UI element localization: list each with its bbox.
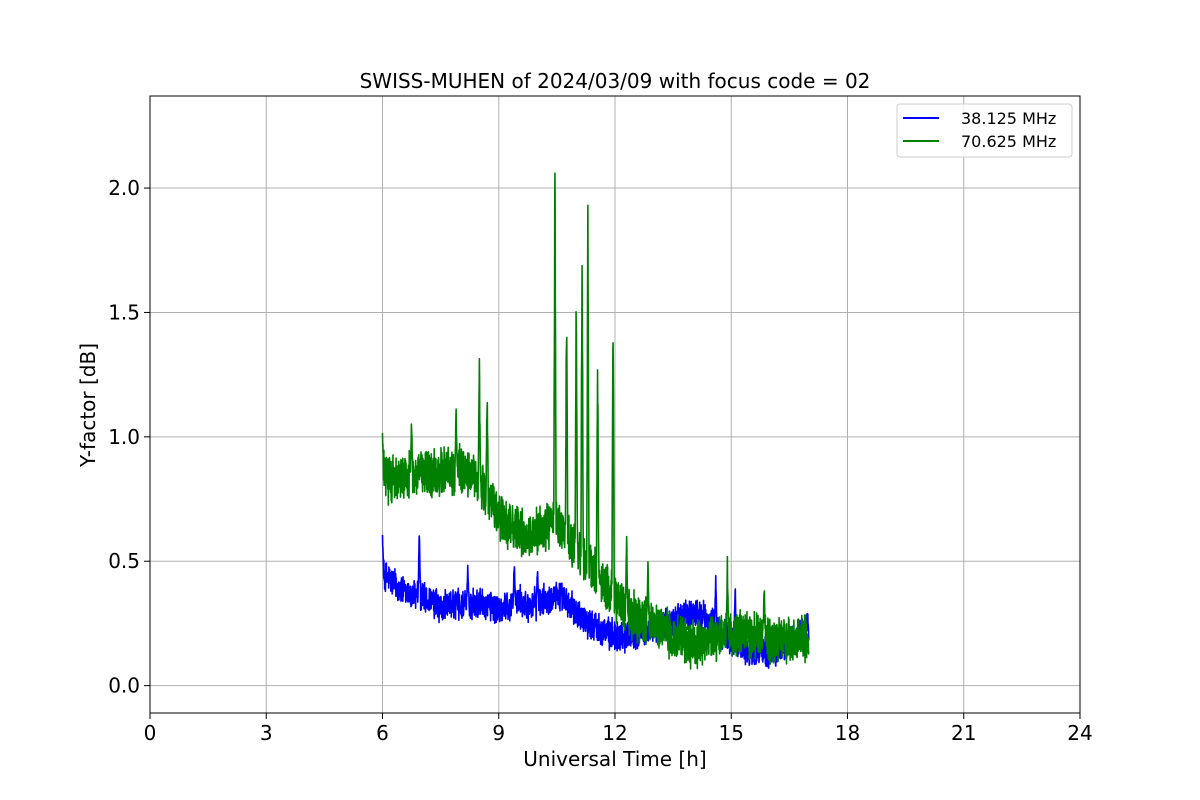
y-tick-label: 0.5: [108, 549, 140, 573]
x-tick-label: 0: [144, 721, 157, 745]
x-tick-label: 18: [835, 721, 860, 745]
x-tick-label: 6: [376, 721, 389, 745]
y-tick-label: 1.5: [108, 300, 140, 324]
legend-box: [896, 103, 1073, 158]
series-line-1: [381, 172, 810, 670]
legend-label-70-mhz: 70.625 MHz: [961, 132, 1056, 151]
plot-frame: [149, 95, 1081, 714]
x-tick-label: 24: [1067, 721, 1092, 745]
plot-area: [381, 172, 810, 670]
chart-title: SWISS-MUHEN of 2024/03/09 with focus cod…: [360, 69, 871, 93]
x-tick-label: 3: [260, 721, 273, 745]
x-axis-label: Universal Time [h]: [523, 747, 706, 771]
y-axis-ticks: 0.0 0.5 1.0 1.5 2.0: [108, 176, 150, 698]
legend-label-38-mhz: 38.125 MHz: [961, 109, 1056, 128]
x-tick-label: 9: [492, 721, 505, 745]
y-tick-label: 2.0: [108, 176, 140, 200]
x-tick-label: 12: [602, 721, 627, 745]
legend: 38.125 MHz 70.625 MHz: [896, 103, 1073, 158]
y-axis-label: Y-factor [dB]: [76, 343, 100, 468]
y-tick-label: 0.0: [108, 674, 140, 698]
x-tick-label: 15: [719, 721, 744, 745]
x-axis-ticks: 0 3 6 9 12 15 18 21 24: [144, 713, 1093, 745]
y-tick-label: 1.0: [108, 425, 140, 449]
series-lines: [381, 172, 810, 670]
x-tick-label: 21: [951, 721, 976, 745]
